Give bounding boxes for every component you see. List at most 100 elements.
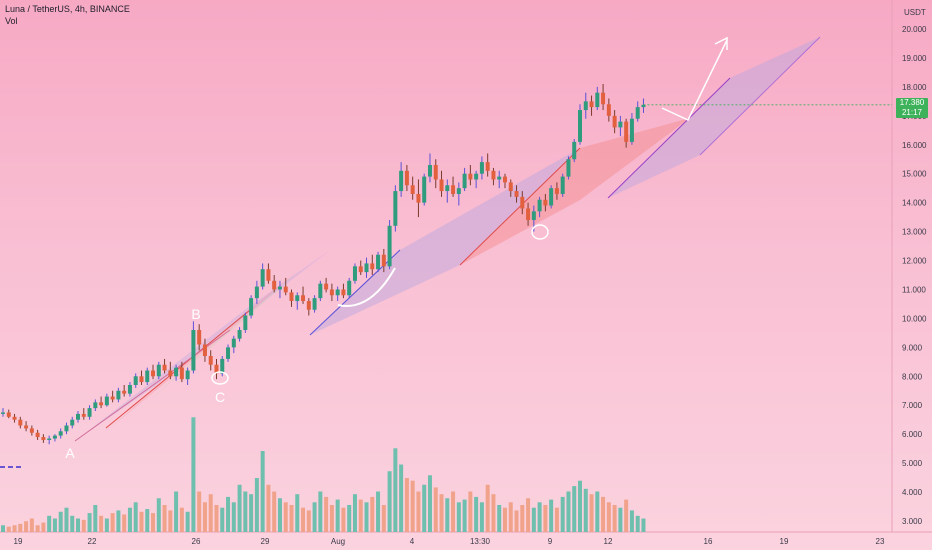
candle-body [485,162,490,171]
candle-body [237,329,242,339]
y-tick-label: 14.000 [902,199,927,208]
volume-bar [624,499,629,532]
volume-bar [272,491,277,532]
volume-bar [220,507,225,532]
volume-bar [312,502,317,532]
y-tick-label: 12.000 [902,257,927,266]
candle-body [618,121,623,128]
candle-body [312,298,317,310]
candle-body [156,364,161,377]
volume-bar [179,507,184,532]
volume-bar [566,491,571,532]
candle-body [168,370,173,377]
candle-body [127,384,132,394]
x-tick-label: 13:30 [470,537,491,546]
volume-bar [145,509,150,532]
volume-bar [370,496,375,532]
candle-body [133,376,138,385]
y-tick-label: 19.000 [902,54,927,63]
candle-body [110,396,115,400]
volume-bar [497,505,502,532]
candle-body [387,225,392,267]
volume-bar [174,491,179,532]
volume-bar [618,507,623,532]
x-tick-label: 19 [14,537,23,546]
volume-bar [456,502,461,532]
y-tick-label: 13.000 [902,228,927,237]
volume-bar [606,502,611,532]
candle-body [318,283,323,299]
volume-bar [41,522,46,532]
channel-0 [75,250,330,441]
candle-body [243,315,248,330]
volume-indicator-label: Vol [5,16,18,26]
candle-body [99,402,104,406]
candle-body [52,435,57,439]
candle-body [191,329,196,371]
candle-body [64,425,69,432]
annotation-b: B [191,306,200,322]
candle-body [410,185,415,194]
x-tick-label: 19 [780,537,789,546]
candle-body [295,295,300,302]
x-tick-label: 22 [88,537,97,546]
volume-bar [595,491,600,532]
volume-bar [629,510,634,532]
candle-body [427,165,432,177]
candle-body [497,176,502,180]
volume-bar [399,464,404,532]
candle-body [87,408,92,417]
last-price: 17.380 [899,98,925,107]
candle-body [47,438,52,440]
volume-bar [318,491,323,532]
volume-bar [612,505,617,532]
volume-bar [116,510,121,532]
volume-bar [335,499,340,532]
volume-bar [439,494,444,532]
volume-bar [81,519,86,532]
candle-body [272,280,277,290]
volume-bar [214,505,219,532]
candle-body [502,176,507,183]
volume-bar [601,496,606,532]
volume-bar [208,494,213,532]
volume-bar [104,518,109,532]
volume-bar [99,515,104,532]
volume-bar [635,515,640,532]
volume-bar [474,496,479,532]
candle-body [260,269,265,287]
volume-bar [514,510,519,532]
candle-body [526,208,531,221]
candle-body [358,266,363,273]
x-tick-label: 12 [604,537,613,546]
volume-bar [237,484,242,532]
y-tick-label: 5.000 [902,459,923,468]
x-tick-label: 29 [261,537,270,546]
volume-bar [543,505,548,532]
volume-bar [554,507,559,532]
volume-bar [283,502,288,532]
volume-bar [12,525,17,532]
volume-bar [139,511,144,532]
volume-bar [1,525,5,532]
volume-bar [93,505,98,532]
candle-body [433,165,438,180]
candle-body [35,432,40,438]
candle-body [352,266,357,281]
candle-body [364,263,369,273]
candle-body [202,344,207,357]
candle-body [399,170,404,192]
candle-body [601,92,606,105]
x-tick-label: 26 [192,537,201,546]
volume-bar [572,486,577,532]
candle-body [162,364,167,371]
candle-body [347,280,352,296]
volume-bar [526,498,531,532]
volume-bar [358,499,363,532]
candle-body [606,104,611,116]
candle-body [174,367,179,377]
candle-body [41,437,46,440]
candle-body [456,188,461,194]
